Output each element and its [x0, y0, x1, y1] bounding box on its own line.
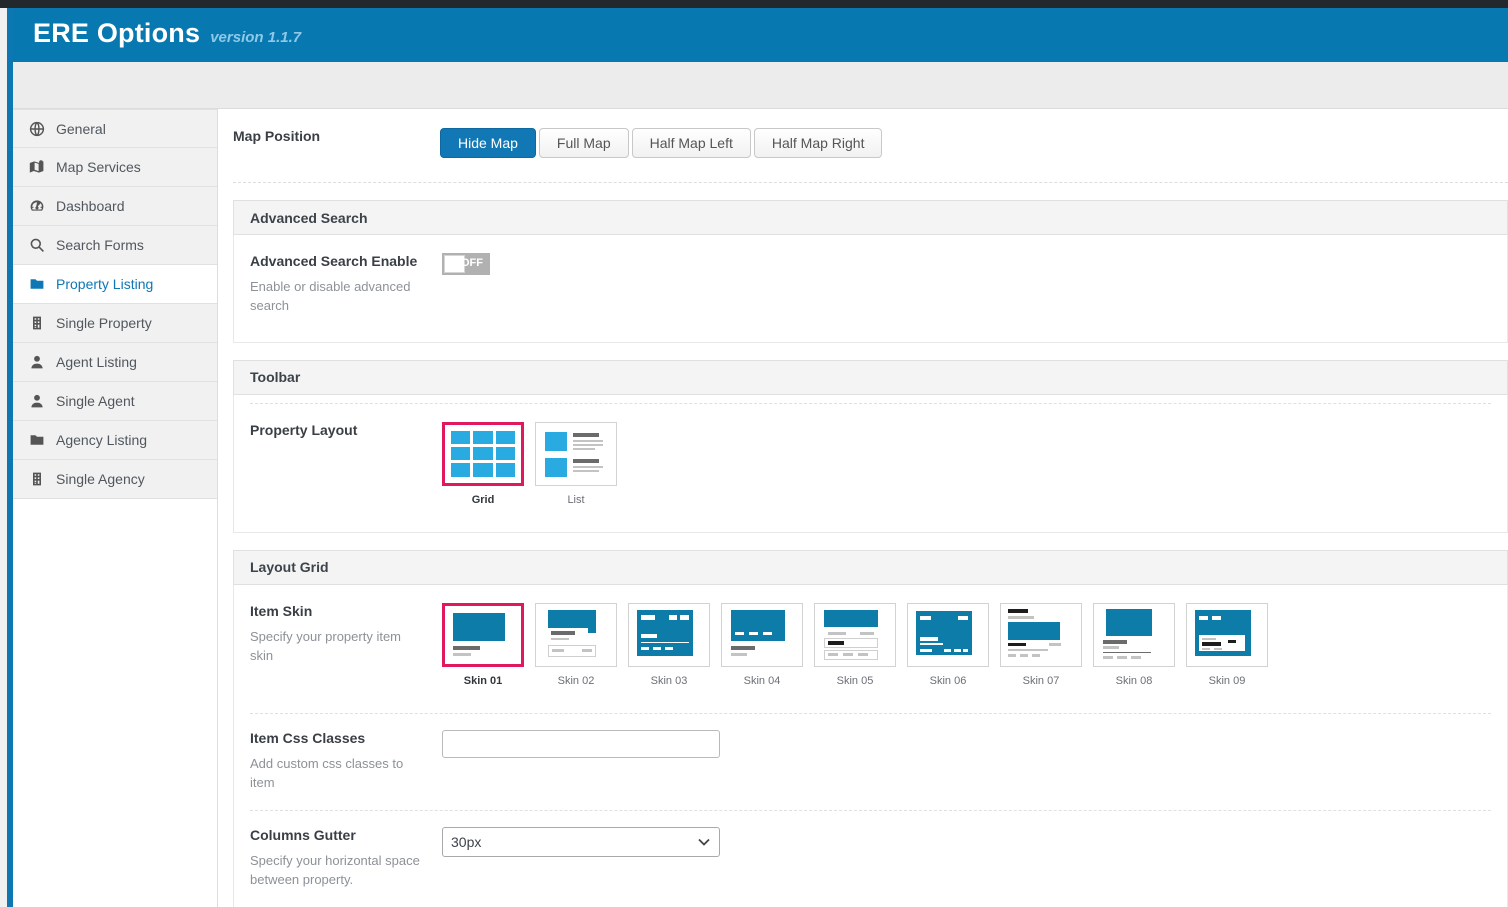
sidebar-item-single-agency[interactable]: Single Agency [13, 460, 217, 499]
layout-grid-section-header: Layout Grid [233, 549, 1508, 585]
page-header: ERE Options version 1.1.7 [13, 8, 1508, 62]
globe-icon [29, 121, 45, 137]
advanced-search-section-header: Advanced Search [233, 200, 1508, 235]
folder-icon [29, 276, 45, 292]
sidebar-item-property-listing[interactable]: Property Listing [13, 265, 217, 304]
wp-admin-bar [0, 0, 1508, 8]
advanced-search-enable-label: Advanced Search Enable [250, 253, 418, 269]
item-css-classes-row: Item Css Classes Add custom css classes … [250, 712, 1491, 811]
sidebar-item-label: Search Forms [56, 237, 144, 253]
skin-option-01[interactable]: Skin 01 [442, 602, 524, 687]
options-sidebar: General Map Services Dashboard Search Fo… [13, 109, 218, 907]
section-title: Toolbar [250, 369, 301, 386]
building-icon [29, 315, 45, 331]
toggle-state-label: OFF [461, 257, 483, 269]
advanced-search-toggle[interactable]: OFF [442, 253, 490, 275]
version-label: version 1.1.7 [210, 29, 302, 46]
header-sub-band [13, 62, 1508, 109]
columns-gutter-row: Columns Gutter Specify your horizontal s… [250, 810, 1491, 907]
property-layout-row: Property Layout Grid [250, 402, 1491, 532]
skin-option-label: Skin 03 [650, 674, 688, 687]
dashboard-icon [29, 198, 45, 214]
sidebar-item-dashboard[interactable]: Dashboard [13, 187, 217, 226]
sidebar-item-label: Single Agent [56, 393, 135, 409]
skin-option-08[interactable]: Skin 08 [1093, 602, 1175, 687]
item-skin-options: Skin 01 [442, 602, 1268, 687]
map-position-label: Map Position [233, 128, 321, 144]
full-map-button[interactable]: Full Map [538, 128, 629, 158]
sidebar-item-general[interactable]: General [13, 109, 217, 148]
sidebar-item-label: Property Listing [56, 276, 154, 292]
columns-gutter-select[interactable]: 30px [442, 827, 720, 858]
skin-option-label: Skin 02 [557, 674, 595, 687]
sidebar-item-agency-listing[interactable]: Agency Listing [13, 421, 217, 460]
map-icon [29, 159, 45, 175]
building-icon [29, 471, 45, 487]
half-map-left-button[interactable]: Half Map Left [631, 128, 751, 158]
user-icon [29, 354, 45, 370]
skin-option-label: Skin 07 [1022, 674, 1060, 687]
skin-option-label: Skin 08 [1115, 674, 1153, 687]
advanced-search-section: Advanced Search Advanced Search Enable E… [233, 200, 1508, 343]
item-skin-row: Item Skin Specify your property item ski… [250, 585, 1491, 713]
property-layout-options: Grid [442, 421, 617, 506]
grid-layout-preview [451, 430, 515, 477]
advanced-search-enable-row: Advanced Search Enable Enable or disable… [250, 235, 1491, 342]
skin-option-label: Skin 05 [836, 674, 874, 687]
skin-option-label: Skin 06 [929, 674, 967, 687]
map-position-button-group: Hide Map Full Map Half Map Left Half Map… [440, 128, 883, 158]
item-css-classes-input[interactable] [442, 729, 720, 758]
item-skin-desc: Specify your property item skin [250, 628, 402, 663]
advanced-search-enable-desc: Enable or disable advanced search [250, 279, 411, 313]
page-title: ERE Options [33, 18, 201, 48]
toolbar-section: Toolbar Property Layout [233, 359, 1508, 533]
layout-option-grid[interactable]: Grid [442, 421, 524, 506]
property-layout-label: Property Layout [250, 421, 358, 438]
item-skin-label: Item Skin [250, 602, 313, 619]
sidebar-item-label: Agency Listing [56, 432, 148, 448]
skin-option-04[interactable]: Skin 04 [721, 602, 803, 687]
skin-option-06[interactable]: Skin 06 [907, 602, 989, 687]
section-title: Advanced Search [250, 209, 368, 226]
columns-gutter-desc: Specify your horizontal space between pr… [250, 853, 420, 888]
item-css-classes-label: Item Css Classes [250, 729, 366, 746]
skin-option-09[interactable]: Skin 09 [1186, 602, 1268, 687]
map-position-row: Map Position Hide Map Full Map Half Map … [233, 109, 1508, 183]
skin-option-05[interactable]: Skin 05 [814, 602, 896, 687]
sidebar-item-label: General [56, 120, 106, 137]
skin-option-label: Skin 01 [463, 674, 503, 687]
skin-option-label: Skin 04 [743, 674, 781, 687]
skin-option-label: Skin 09 [1208, 674, 1246, 687]
section-title: Layout Grid [250, 559, 329, 576]
sidebar-item-label: Agent Listing [56, 354, 137, 370]
skin-option-02[interactable]: Skin 02 [535, 602, 617, 687]
folder-icon [29, 432, 45, 448]
user-icon [29, 393, 45, 409]
layout-option-list[interactable]: List [535, 421, 617, 506]
sidebar-item-label: Dashboard [56, 198, 125, 214]
sidebar-item-search-forms[interactable]: Search Forms [13, 226, 217, 265]
skin-option-03[interactable]: Skin 03 [628, 602, 710, 687]
options-content: Map Position Hide Map Full Map Half Map … [218, 109, 1508, 907]
sidebar-item-map-services[interactable]: Map Services [13, 148, 217, 187]
layout-option-label: Grid [471, 493, 495, 506]
half-map-right-button[interactable]: Half Map Right [753, 128, 883, 158]
layout-grid-section: Layout Grid Item Skin Specify your prope… [233, 549, 1508, 907]
toolbar-section-header: Toolbar [233, 359, 1508, 395]
search-icon [29, 237, 45, 253]
sidebar-item-agent-listing[interactable]: Agent Listing [13, 343, 217, 382]
skin-option-07[interactable]: Skin 07 [1000, 602, 1082, 687]
columns-gutter-label: Columns Gutter [250, 827, 356, 844]
hide-map-button[interactable]: Hide Map [440, 128, 536, 158]
sidebar-item-label: Single Agency [56, 471, 145, 487]
item-css-classes-desc: Add custom css classes to item [250, 755, 404, 790]
ere-options-panel: ERE Options version 1.1.7 General Map Se… [7, 8, 1508, 907]
toggle-knob [444, 255, 465, 273]
sidebar-item-label: Single Property [56, 315, 152, 331]
sidebar-item-single-property[interactable]: Single Property [13, 304, 217, 343]
sidebar-item-single-agent[interactable]: Single Agent [13, 382, 217, 421]
sidebar-item-label: Map Services [56, 159, 141, 175]
layout-option-label: List [567, 493, 585, 506]
